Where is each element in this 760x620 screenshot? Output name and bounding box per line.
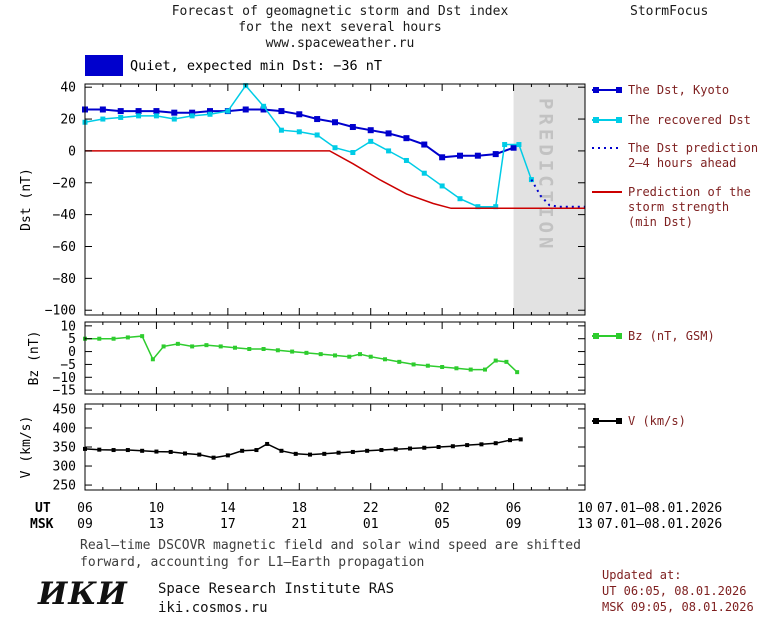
recovered-series-markers [82,83,534,210]
msk-tick-label: 01 [363,517,379,532]
y-tick-label: 20 [60,113,76,128]
bz-series-line [85,335,518,373]
y-axis-title: Bz (nT) [27,331,42,386]
institute-name: Space Research Institute RAS [158,581,395,597]
y-tick-label: 400 [53,421,76,436]
y-tick-label: 0 [68,345,76,360]
y-tick-label: −60 [53,240,76,255]
chart-title-block: Forecast of geomagnetic storm and Dst in… [85,4,595,52]
y-tick-label: 10 [60,319,76,334]
legend-label: Prediction of the [628,185,751,199]
title-line-3: www.spaceweather.ru [265,36,415,51]
y-tick-label: 0 [68,144,76,159]
ut-tick-label: 06 [506,501,522,516]
y-tick-label: −40 [53,208,76,223]
legend-label: V (km/s) [628,414,686,428]
updated-block: Updated at: UT 06:05, 08.01.2026 MSK 09:… [602,567,754,615]
y-tick-label: −10 [53,371,76,386]
y-tick-label: 300 [53,460,76,475]
msk-tick-label: 21 [291,517,307,532]
y-axis-title: Dst (nT) [19,168,34,231]
legend-label: The Dst, Kyoto [628,83,729,97]
v-series-markers [83,437,523,460]
panel-dst: PREDICTION 40 20 0 −20 −40 −60 −80 −100 Dst (nT) [19,81,586,319]
legend-label: Bz (nT, GSM) [628,329,715,343]
msk-tick-label: 17 [220,517,236,532]
msk-row-label: MSK [30,517,54,532]
panel-v: 450 400 350 300 250 V (km/s) [19,402,586,494]
title-line-1: Forecast of geomagnetic storm and Dst in… [171,4,509,19]
legend: The Dst, Kyoto The recovered Dst The Dst p… [592,83,758,428]
brand-name: StormFocus [630,4,709,19]
legend-label: 2–4 hours ahead [628,156,736,170]
msk-tick-label: 13 [149,517,165,532]
storm-level-text: Quiet, expected min Dst: −36 nT [130,58,382,74]
ut-tick-label: 06 [77,501,93,516]
recovered-series-line [84,84,533,208]
ut-date-range: 07.01–08.01.2026 [597,501,722,516]
y-tick-label: 250 [53,479,76,494]
y-tick-label: −5 [60,358,76,373]
prediction-zone-label: PREDICTION [534,98,556,252]
institute-site-url: iki.cosmos.ru [158,600,268,616]
panel-border [84,403,586,491]
x-axis-labels: UTMSK0609101314171821220102050609101307.… [30,501,722,532]
y-tick-label: −100 [45,304,76,319]
ut-tick-label: 10 [149,501,165,516]
ut-row-label: UT [35,501,51,516]
dst_pred-series-line [530,179,585,208]
msk-date-range: 07.01–08.01.2026 [597,517,722,532]
caption-line-2: forward, accounting for L1–Earth propaga… [80,555,425,570]
y-tick-label: −80 [53,272,76,287]
updated-label: Updated at: [602,568,682,582]
legend-label: (min Dst) [628,215,693,229]
y-tick-label: 40 [60,81,76,96]
msk-tick-label: 13 [577,517,593,532]
legend-label: storm strength [628,200,729,214]
title-line-2: for the next several hours [238,20,442,35]
ut-tick-label: 18 [291,501,307,516]
panel-border [84,321,586,395]
msk-tick-label: 05 [434,517,450,532]
caption-line-1: Real–time DSCOVR magnetic field and sola… [80,538,581,553]
y-tick-label: −15 [53,384,76,399]
storm-series-line [85,150,585,210]
y-tick-label: 450 [53,402,76,417]
y-tick-label: −20 [53,176,76,191]
panel-border [84,83,586,316]
ut-tick-label: 22 [363,501,379,516]
msk-tick-label: 09 [77,517,93,532]
bz-series-markers [83,334,520,375]
storm-level-color-box [85,55,123,76]
iki-logo: ИКИ [38,576,128,612]
msk-tick-label: 09 [506,517,522,532]
caption-block: Real–time DSCOVR magnetic field and sola… [80,537,581,571]
ut-tick-label: 14 [220,501,236,516]
prediction-zone [513,84,585,315]
legend-label: The recovered Dst [628,113,751,127]
legend-label: The Dst prediction [628,141,758,155]
v-series-line [84,438,521,459]
ut-tick-label: 10 [577,501,593,516]
ut-tick-label: 02 [434,501,450,516]
updated-msk: MSK 09:05, 08.01.2026 [602,600,754,614]
y-tick-label: 5 [68,332,76,347]
y-tick-label: 350 [53,441,76,456]
y-axis-title: V (km/s) [19,416,34,479]
updated-ut: UT 06:05, 08.01.2026 [602,584,747,598]
